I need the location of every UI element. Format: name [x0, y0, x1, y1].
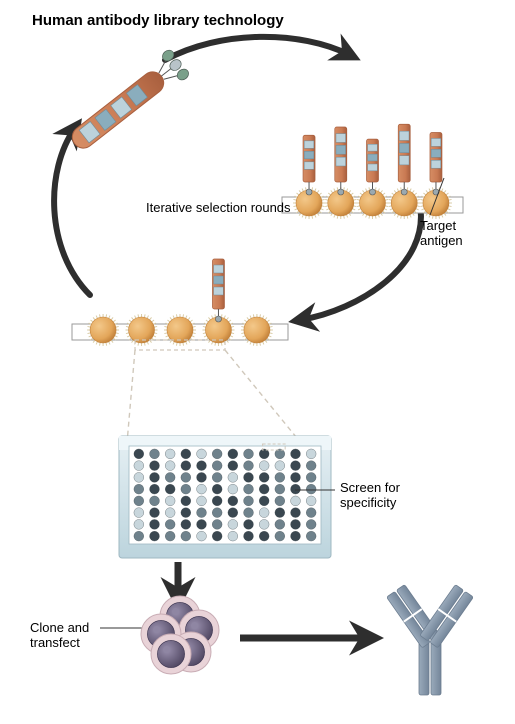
leader-lines: [100, 178, 444, 628]
binding-array: [282, 124, 463, 219]
label-target-antigen-l2: antigen: [420, 233, 463, 248]
label-screen-l1: Screen for: [340, 480, 400, 495]
dashed-funnel: [127, 340, 301, 443]
label-screen-l2: specificity: [340, 495, 396, 510]
label-iterative: Iterative selection rounds: [146, 200, 291, 215]
label-clone-l2: transfect: [30, 635, 80, 650]
cell-cluster: [141, 596, 219, 674]
screening-plate: [119, 436, 331, 558]
iterate-array: [72, 259, 288, 346]
diagram-svg: [0, 0, 515, 724]
label-clone: Clone and transfect: [30, 620, 89, 650]
label-target-antigen: Target antigen: [420, 218, 463, 248]
phage-library: [64, 48, 191, 157]
label-clone-l1: Clone and: [30, 620, 89, 635]
label-target-antigen-l1: Target: [420, 218, 456, 233]
antibody-icon: [387, 585, 474, 695]
label-screen: Screen for specificity: [340, 480, 400, 510]
diagram-canvas: Human antibody library technology: [0, 0, 515, 724]
